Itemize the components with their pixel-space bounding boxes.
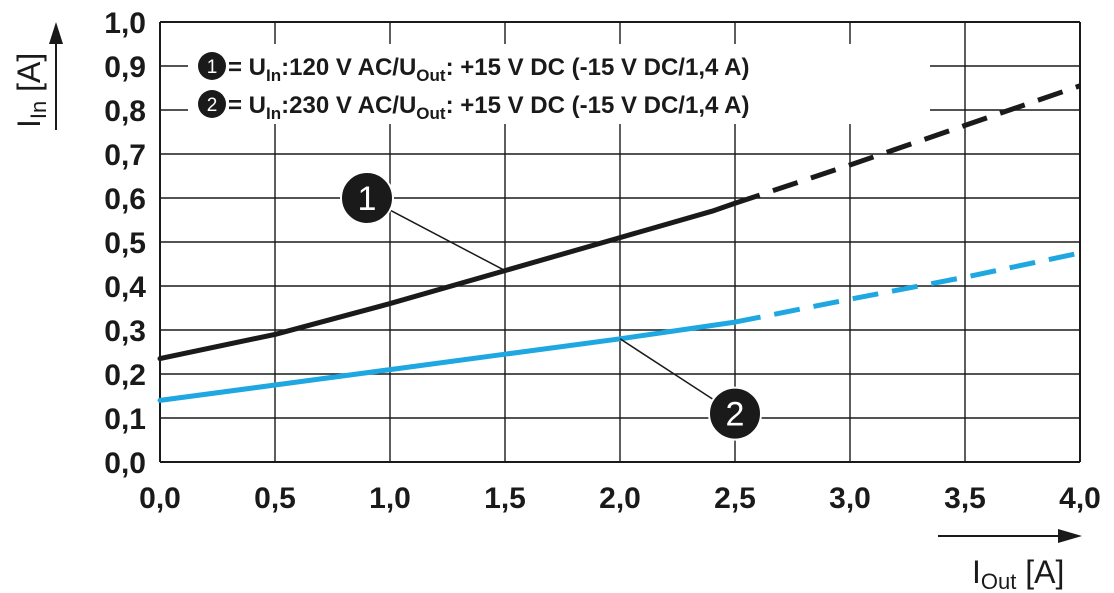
x-axis-title: IOut [A]	[938, 529, 1082, 593]
x-axis-label-sub: Out	[981, 569, 1016, 593]
x-tick-label: 1,0	[369, 482, 411, 515]
y-tick-label: 0,0	[104, 447, 146, 480]
x-axis-label: IOut [A]	[972, 554, 1064, 593]
x-tick-label: 0,5	[254, 482, 296, 515]
legend-entry-1-part: In	[266, 66, 281, 85]
y-tick-label: 0,5	[104, 227, 146, 260]
x-tick-label: 4,0	[1059, 482, 1101, 515]
y-tick-labels: 0,0 0,1 0,2 0,3 0,4 0,5 0,6 0,7 0,8 0,9 1,0	[104, 7, 146, 480]
y-tick-label: 0,6	[104, 183, 146, 216]
legend-entry-2-part: In	[266, 104, 281, 123]
legend-entry-1-part: = U	[228, 54, 266, 81]
legend-marker-1-label: 1	[207, 57, 218, 78]
y-tick-label: 0,3	[104, 315, 146, 348]
legend-entry-2: = UIn:230 V AC/UOut: +15 V DC (-15 V DC/…	[228, 92, 749, 123]
y-axis-label: IIn [A]	[11, 53, 51, 128]
legend-entry-2-part: :230 V AC/U	[281, 92, 416, 119]
legend-entry-2-part: : +15 V DC (-15 V DC/1,4 A)	[446, 92, 750, 119]
x-tick-label: 0,0	[139, 482, 181, 515]
x-tick-label: 3,5	[944, 482, 986, 515]
x-axis-arrow-head	[1058, 529, 1082, 543]
y-axis-label-unit: [A]	[11, 53, 47, 101]
callout-marker-2-label: 2	[726, 396, 745, 434]
legend-entry-1-part: :120 V AC/U	[281, 54, 416, 81]
series-2-dashed-line	[734, 250, 1081, 325]
callouts: 12	[340, 171, 762, 441]
y-tick-label: 0,2	[104, 359, 146, 392]
y-axis-label-sub: In	[26, 101, 51, 119]
callout-marker-1	[340, 171, 394, 225]
y-tick-label: 0,8	[104, 95, 146, 128]
y-axis-title: IIn [A]	[11, 22, 63, 130]
callout-marker-2	[708, 386, 762, 441]
x-axis-label-unit: [A]	[1016, 554, 1064, 590]
y-tick-label: 1,0	[104, 7, 146, 40]
legend-marker-2-label: 2	[207, 95, 218, 116]
x-tick-label: 2,0	[599, 482, 641, 515]
series-2-solid-line	[157, 319, 738, 403]
y-tick-label: 0,4	[104, 271, 146, 304]
x-tick-label: 2,5	[714, 482, 756, 515]
x-tick-label: 1,5	[484, 482, 526, 515]
series-1-dashed-line	[734, 83, 1081, 206]
legend-entry-2-part: Out	[416, 104, 446, 123]
callout-marker-1-label: 1	[358, 180, 377, 218]
y-axis-arrow-head	[49, 22, 63, 44]
legend-marker-1	[198, 52, 226, 80]
x-axis-label-main: I	[972, 554, 981, 590]
y-axis-label-main: I	[11, 119, 47, 128]
y-tick-label: 0,7	[104, 139, 146, 172]
legend-entry-1-part: Out	[416, 66, 446, 85]
y-tick-label: 0,1	[104, 403, 146, 436]
legend-marker-2	[198, 90, 226, 118]
y-tick-label: 0,9	[104, 51, 146, 84]
legend-entry-2-part: = U	[228, 92, 266, 119]
legend: 1 = UIn:120 V AC/UOut: +15 V DC (-15 V D…	[188, 44, 930, 124]
legend-entry-1-part: : +15 V DC (-15 V DC/1,4 A)	[446, 54, 750, 81]
x-tick-label: 3,0	[829, 482, 871, 515]
legend-background	[188, 44, 930, 124]
x-tick-labels: 0,0 0,5 1,0 1,5 2,0 2,5 3,0 3,5 4,0	[139, 482, 1101, 515]
legend-entry-1: = UIn:120 V AC/UOut: +15 V DC (-15 V DC/…	[228, 54, 749, 85]
